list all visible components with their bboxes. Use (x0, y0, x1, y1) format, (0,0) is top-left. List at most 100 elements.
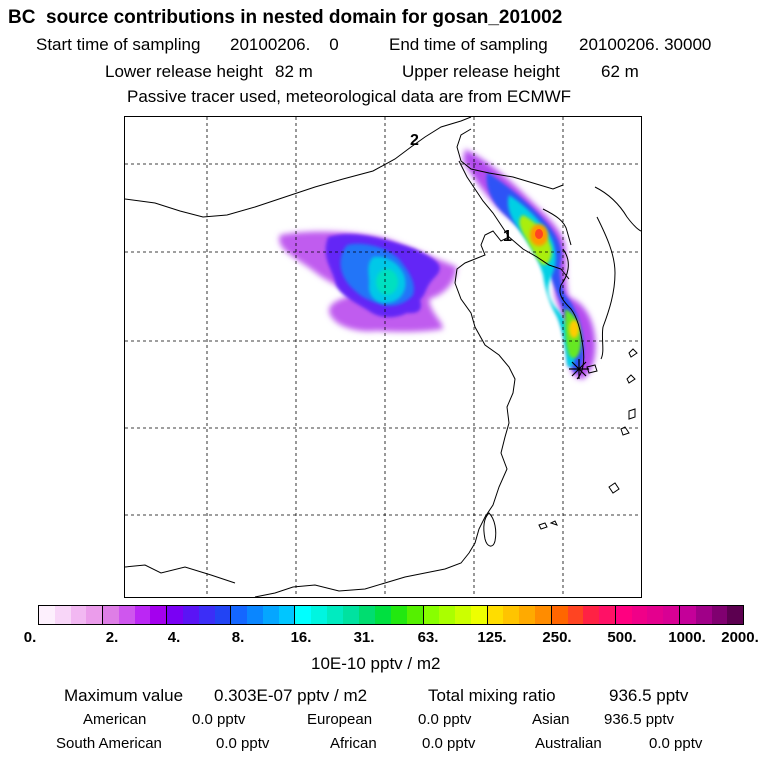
tick-1000: 1000. (668, 629, 706, 646)
map-panel: 2 1 (124, 116, 642, 598)
colorbar-swatch (150, 606, 167, 624)
colorbar-swatch (247, 606, 263, 624)
colorbar-swatch (406, 606, 423, 624)
colorbar-swatch (231, 606, 248, 624)
colorbar-swatch (326, 606, 343, 624)
source-name: Asian (532, 711, 570, 728)
colorbar-segment (103, 606, 168, 624)
total-mixing-label: Total mixing ratio (428, 686, 556, 705)
map-label-1: 1 (503, 228, 512, 245)
plume-west (279, 231, 457, 332)
colorbar-swatch (599, 606, 615, 624)
source-name: American (83, 711, 147, 728)
colorbar-segment (295, 606, 360, 624)
colorbar-swatch (583, 606, 600, 624)
upper-release-label: Upper release height (402, 62, 560, 81)
colorbar-swatch (647, 606, 664, 624)
map-label-2: 2 (410, 132, 419, 149)
map-svg: 2 1 (125, 117, 641, 597)
colorbar-swatch (503, 606, 520, 624)
colorbar-swatch (342, 606, 359, 624)
colorbar-swatch (118, 606, 135, 624)
max-value-label: Maximum value (64, 686, 184, 705)
colorbar-segment (167, 606, 232, 624)
tick-2000: 2000. (721, 629, 759, 646)
colorbar-swatch (262, 606, 279, 624)
source-value: 0.0 pptv (192, 711, 246, 728)
colorbar-swatch (455, 606, 471, 624)
colorbar-segment (423, 606, 488, 624)
tracer-note: Passive tracer used, meteorological data… (127, 87, 572, 106)
colorbar (38, 605, 744, 625)
max-value: 0.303E-07 pptv / m2 (214, 686, 368, 705)
colorbar-swatch (423, 606, 440, 624)
colorbar-swatch (359, 606, 376, 624)
colorbar-swatch (134, 606, 151, 624)
colorbar-swatch (631, 606, 648, 624)
tick-250: 250. (542, 629, 572, 646)
tick-0: 0. (23, 629, 37, 646)
start-time-value: 20100206. 0 (230, 35, 339, 54)
source-value: 0.0 pptv (422, 735, 476, 752)
colorbar-swatch (551, 606, 568, 624)
tick-500: 500. (607, 629, 637, 646)
colorbar-swatch (615, 606, 632, 624)
total-mixing-value: 936.5 pptv (609, 686, 689, 705)
colorbar-swatch (375, 606, 392, 624)
colorbar-swatch (391, 606, 407, 624)
graticule (125, 117, 641, 597)
colorbar-swatch (535, 606, 551, 624)
tick-16: 16. (290, 629, 312, 646)
colorbar-swatch (311, 606, 327, 624)
colorbar-swatch (70, 606, 87, 624)
source-value: 0.0 pptv (418, 711, 472, 728)
colorbar-swatch (470, 606, 487, 624)
colorbar-segment (679, 606, 744, 624)
source-name: European (307, 711, 373, 728)
colorbar-swatch (198, 606, 215, 624)
tick-31: 31. (353, 629, 375, 646)
source-value: 0.0 pptv (649, 735, 703, 752)
colorbar-swatch (439, 606, 456, 624)
plume-east (463, 149, 596, 379)
source-name: Australian (535, 735, 602, 752)
coastlines (125, 117, 641, 597)
plot-title: BC source contributions in nested domain… (8, 7, 563, 28)
upper-release-value: 62 m (601, 62, 639, 81)
lower-release-label: Lower release height (105, 62, 263, 81)
source-name: South American (56, 735, 162, 752)
colorbar-segment (551, 606, 616, 624)
tick-63: 63. (417, 629, 439, 646)
colorbar-swatch (519, 606, 535, 624)
source-value: 936.5 pptv (604, 711, 675, 728)
tick-125: 125. (477, 629, 507, 646)
lower-release-value: 82 m (275, 62, 313, 81)
colorbar-swatch (103, 606, 119, 624)
source-value: 0.0 pptv (216, 735, 270, 752)
colorbar-unit: 10E-10 pptv / m2 (311, 654, 441, 673)
colorbar-swatch (39, 606, 55, 624)
colorbar-segment (487, 606, 552, 624)
colorbar-swatch (54, 606, 71, 624)
colorbar-swatch (214, 606, 231, 624)
tick-2: 2. (105, 629, 119, 646)
colorbar-swatch (487, 606, 504, 624)
colorbar-swatch (711, 606, 728, 624)
colorbar-segment (359, 606, 424, 624)
colorbar-segment (615, 606, 680, 624)
colorbar-swatch (278, 606, 295, 624)
source-name: African (330, 735, 377, 752)
colorbar-segment (231, 606, 296, 624)
colorbar-swatch (295, 606, 312, 624)
colorbar-swatch (567, 606, 584, 624)
colorbar-swatch (679, 606, 696, 624)
start-time-label: Start time of sampling (36, 35, 201, 54)
colorbar-segment (39, 606, 104, 624)
tick-8: 8. (231, 629, 245, 646)
colorbar-swatch (695, 606, 712, 624)
colorbar-swatch (182, 606, 199, 624)
tick-4: 4. (167, 629, 181, 646)
colorbar-swatch (167, 606, 183, 624)
colorbar-swatch (727, 606, 744, 624)
end-time-value: 20100206. 30000 (579, 35, 712, 54)
